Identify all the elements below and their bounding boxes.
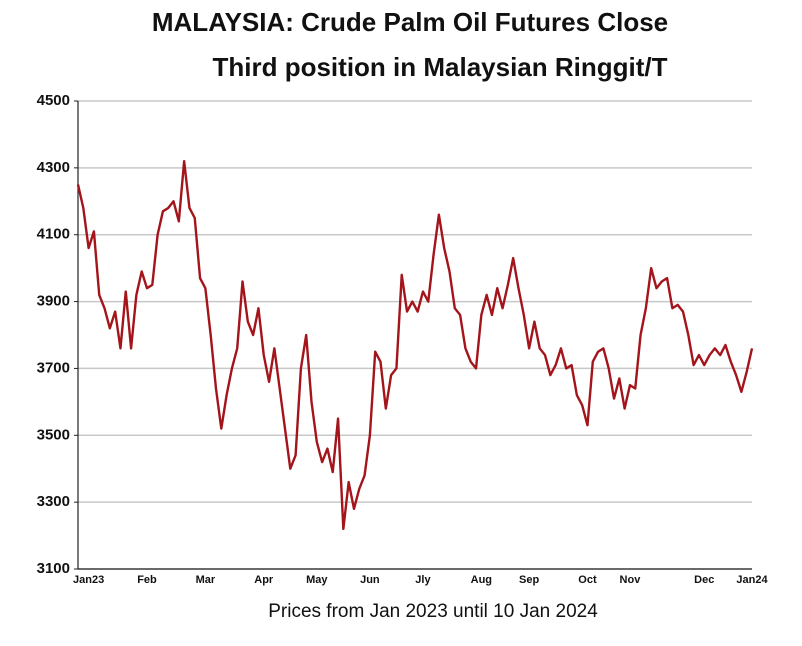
y-tick-label: 3500 xyxy=(37,426,70,443)
x-tick-label: Mar xyxy=(196,574,216,586)
x-tick-label: Jun xyxy=(360,574,380,586)
y-tick-label: 4500 xyxy=(37,92,70,109)
y-tick-label: 4300 xyxy=(37,159,70,176)
x-tick-label: Oct xyxy=(578,574,597,586)
y-tick-label: 3100 xyxy=(37,560,70,577)
y-tick-label: 3900 xyxy=(37,293,70,310)
x-tick-label: Feb xyxy=(137,574,157,586)
x-tick-label: Dec xyxy=(694,574,714,586)
x-tick-label: Apr xyxy=(254,574,274,586)
y-tick-label: 4100 xyxy=(37,226,70,243)
y-tick-label: 3300 xyxy=(37,493,70,510)
x-axis-label: Prices from Jan 2023 until 10 Jan 2024 xyxy=(268,601,598,622)
x-tick-label: Jan24 xyxy=(736,574,768,586)
x-tick-label: Nov xyxy=(620,574,642,586)
y-tick-label: 3700 xyxy=(37,359,70,376)
x-tick-label: Aug xyxy=(471,574,492,586)
x-tick-label: Sep xyxy=(519,574,539,586)
x-tick-label: May xyxy=(306,574,328,586)
price-line xyxy=(76,159,754,531)
x-tick-label: Jan23 xyxy=(73,574,104,586)
chart-title: MALAYSIA: Crude Palm Oil Futures Close xyxy=(152,7,668,37)
x-tick-label: Jly xyxy=(415,574,431,586)
chart-subtitle: Third position in Malaysian Ringgit/T xyxy=(213,52,668,82)
